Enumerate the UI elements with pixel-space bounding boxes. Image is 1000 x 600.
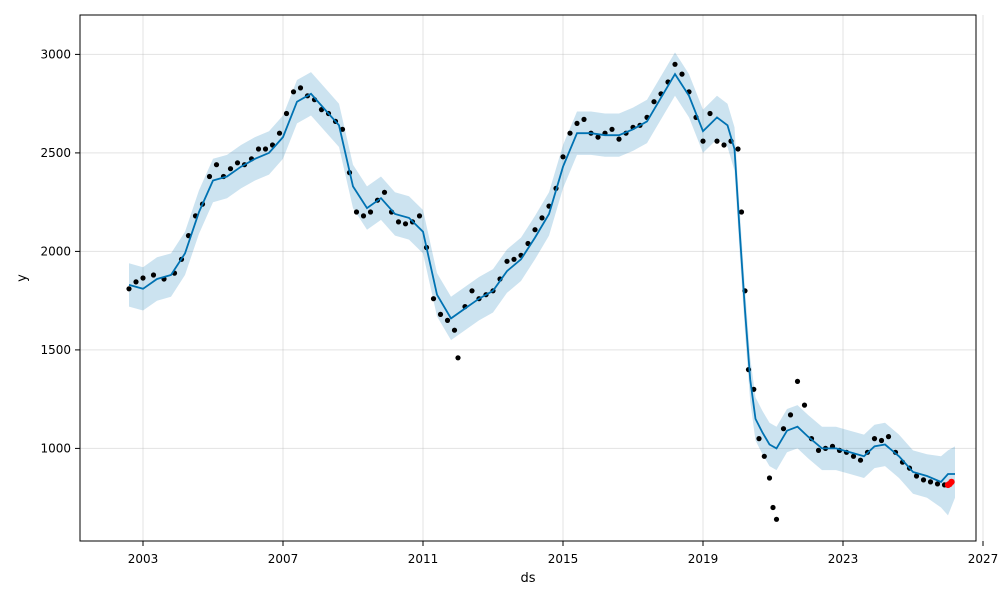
observed-point <box>455 355 461 361</box>
y-tick-label: 2500 <box>40 146 71 160</box>
observed-point <box>451 327 458 333</box>
y-tick-label: 1500 <box>40 343 71 357</box>
observed-point <box>150 272 157 278</box>
observed-point <box>761 453 767 459</box>
observed-point <box>871 436 878 442</box>
observed-point <box>213 162 220 168</box>
observed-point <box>815 447 822 453</box>
observed-point <box>444 317 451 323</box>
observed-point <box>766 475 773 481</box>
observed-point <box>934 481 941 487</box>
observed-point <box>262 146 269 152</box>
x-tick-label: 2007 <box>268 552 299 566</box>
observed-point <box>532 227 538 233</box>
observed-point <box>560 154 566 160</box>
observed-point <box>595 134 601 140</box>
observed-point <box>780 426 787 432</box>
interval-band <box>129 52 955 516</box>
observed-point <box>381 189 388 195</box>
observed-point <box>126 286 132 292</box>
observed-point <box>297 85 304 91</box>
observed-point <box>360 213 367 219</box>
x-tick-label: 2027 <box>968 552 999 566</box>
highlight-points <box>944 478 955 489</box>
observed-point <box>794 378 801 384</box>
observed-point <box>920 477 927 483</box>
observed-point <box>430 296 437 302</box>
x-tick-label: 2019 <box>688 552 719 566</box>
observed-point <box>437 311 444 317</box>
y-axis-ticks: 1000 1500 2000 2500 3000 <box>40 47 80 455</box>
observed-point <box>672 61 678 67</box>
y-axis-label: y <box>15 274 30 282</box>
plot-frame <box>79 14 977 542</box>
observed-point <box>504 258 510 264</box>
observed-point <box>787 412 794 418</box>
observed-point <box>283 110 290 117</box>
highlight-point <box>944 481 952 489</box>
observed-point <box>679 71 685 77</box>
observed-point <box>801 402 808 408</box>
observed-point <box>707 110 713 117</box>
uncertainty-band <box>129 52 955 516</box>
observed-points <box>126 61 948 522</box>
y-tick-label: 3000 <box>40 47 71 61</box>
observed-point <box>738 209 745 215</box>
observed-point <box>353 209 360 215</box>
observed-point <box>700 138 706 144</box>
x-axis-label: ds <box>520 571 535 586</box>
y-tick-label: 2000 <box>40 244 71 258</box>
observed-point <box>511 256 517 262</box>
x-tick-label: 2023 <box>828 552 859 566</box>
observed-point <box>539 215 545 221</box>
observed-point <box>469 288 475 294</box>
observed-point <box>567 130 573 136</box>
observed-point <box>927 479 934 485</box>
observed-point <box>878 437 885 444</box>
x-tick-label: 2015 <box>548 552 579 566</box>
observed-point <box>616 136 622 142</box>
observed-point <box>857 457 864 463</box>
observed-point <box>227 166 234 172</box>
observed-point <box>651 99 657 105</box>
observed-point <box>206 173 213 180</box>
forecast-line <box>128 72 955 483</box>
observed-point <box>581 116 587 122</box>
observed-point <box>913 473 920 479</box>
x-tick-label: 2011 <box>408 552 439 566</box>
observed-point <box>255 146 262 152</box>
observed-point <box>735 146 741 152</box>
observed-point <box>416 213 423 219</box>
observed-point <box>140 275 146 281</box>
observed-point <box>770 504 776 511</box>
observed-point <box>402 221 409 227</box>
observed-point <box>367 209 374 215</box>
forecast-path <box>128 72 955 483</box>
observed-point <box>850 453 857 459</box>
observed-point <box>234 160 241 166</box>
observed-point <box>339 126 346 132</box>
x-axis-ticks: 2003 2007 2011 2015 2019 2023 2027 <box>128 541 999 566</box>
y-tick-label: 1000 <box>40 441 71 455</box>
observed-point <box>756 436 762 442</box>
observed-point <box>574 120 580 126</box>
observed-point <box>133 279 139 285</box>
observed-point <box>609 126 615 132</box>
observed-point <box>395 219 402 225</box>
grid-lines <box>80 15 984 541</box>
x-tick-label: 2003 <box>128 552 159 566</box>
observed-point <box>714 138 720 144</box>
observed-point <box>885 434 892 440</box>
observed-point <box>721 142 727 148</box>
observed-point <box>290 89 297 95</box>
observed-point <box>773 516 780 522</box>
observed-point <box>276 130 283 136</box>
